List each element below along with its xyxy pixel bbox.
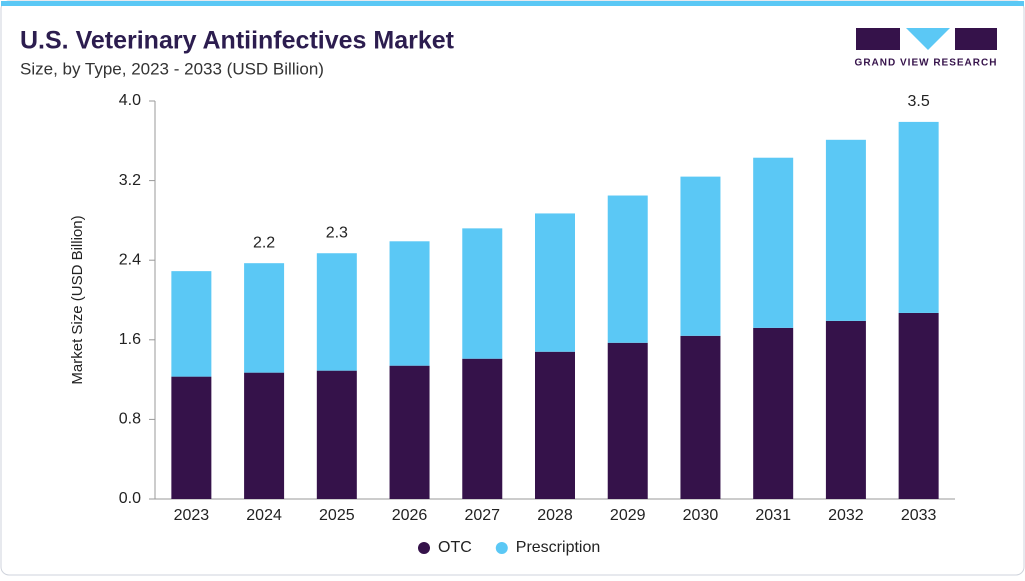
chart-subtitle: Size, by Type, 2023 - 2033 (USD Billion) <box>20 59 324 78</box>
bar-segment <box>171 376 212 499</box>
bar-segment <box>171 271 212 377</box>
bar-segment <box>462 228 503 359</box>
bar-segment <box>607 342 648 499</box>
top-strip <box>1 1 1024 6</box>
bar-segment <box>389 241 430 366</box>
bar-segment <box>462 358 503 499</box>
bar-segment <box>316 370 357 499</box>
x-tick-label: 2030 <box>683 507 719 524</box>
bar-segment <box>680 335 721 499</box>
x-tick-label: 2032 <box>828 507 864 524</box>
bar-segment <box>753 157 794 328</box>
legend-swatch <box>495 542 508 554</box>
bar-segment <box>753 327 794 499</box>
bar-segment <box>898 312 939 499</box>
x-tick-label: 2025 <box>319 507 355 524</box>
y-tick-label: 0.0 <box>119 490 141 507</box>
x-tick-label: 2026 <box>392 507 428 524</box>
logo: GRAND VIEW RESEARCH <box>855 28 998 69</box>
y-tick-label: 2.4 <box>119 251 141 268</box>
chart-title: U.S. Veterinary Antiinfectives Market <box>20 27 455 55</box>
bar-segment <box>316 253 357 371</box>
bar-segment <box>389 365 430 499</box>
bar-segment <box>825 139 866 321</box>
x-tick-label: 2031 <box>755 507 791 524</box>
x-tick-label: 2028 <box>537 507 573 524</box>
logo-block <box>856 28 900 50</box>
logo-block <box>906 28 950 50</box>
y-axis-label: Market Size (USD Billion) <box>69 215 86 384</box>
bar-segment <box>535 351 575 499</box>
x-tick-label: 2029 <box>610 507 646 524</box>
legend-swatch <box>418 542 430 554</box>
logo-block <box>955 28 997 50</box>
bar-segment <box>535 213 575 352</box>
brand: GRAND VIEW RESEARCH <box>855 58 998 69</box>
x-tick-label: 2024 <box>246 507 282 524</box>
bar-segment <box>607 195 648 343</box>
x-tick-label: 2033 <box>901 507 937 524</box>
legend-label: Prescription <box>516 539 600 556</box>
x-tick-label: 2023 <box>174 507 210 524</box>
y-tick-label: 3.2 <box>119 172 141 189</box>
y-tick-label: 4.0 <box>119 92 141 109</box>
bar-segment <box>244 372 285 499</box>
bar-segment <box>825 320 866 499</box>
total-label: 2.2 <box>253 234 275 251</box>
total-label: 3.5 <box>908 93 930 110</box>
y-tick-label: 0.8 <box>119 411 141 428</box>
bar-segment <box>680 176 721 336</box>
bar-segment <box>244 263 285 373</box>
x-tick-label: 2027 <box>464 507 500 524</box>
legend-label: OTC <box>438 539 472 556</box>
bar-segment <box>898 121 939 313</box>
total-label: 2.3 <box>326 224 348 241</box>
y-tick-label: 1.6 <box>119 331 141 348</box>
